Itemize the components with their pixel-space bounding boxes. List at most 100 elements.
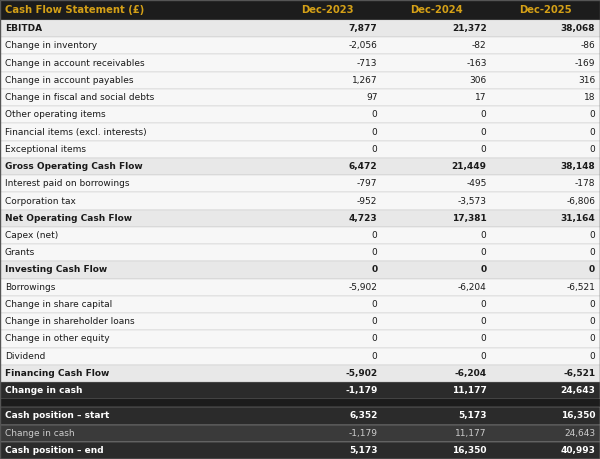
Bar: [0, 72, 600, 89]
Text: 38,068: 38,068: [561, 24, 595, 33]
Bar: [0, 296, 600, 313]
Text: Change in cash: Change in cash: [5, 429, 74, 437]
Bar: [0, 407, 600, 425]
Text: 0: 0: [481, 248, 487, 257]
Text: 0: 0: [371, 317, 377, 326]
Bar: [0, 140, 600, 158]
Text: 0: 0: [371, 300, 377, 309]
Text: Grants: Grants: [5, 248, 35, 257]
Bar: [0, 442, 600, 459]
Text: -1,179: -1,179: [349, 429, 377, 437]
Text: -6,204: -6,204: [458, 283, 487, 292]
Text: Dec-2025: Dec-2025: [520, 5, 572, 15]
Text: 0: 0: [589, 110, 595, 119]
Bar: [0, 0, 600, 20]
Text: 24,643: 24,643: [564, 429, 595, 437]
Text: 5,173: 5,173: [458, 411, 487, 420]
Text: 0: 0: [589, 352, 595, 361]
Text: 0: 0: [371, 128, 377, 137]
Text: Financial items (excl. interests): Financial items (excl. interests): [5, 128, 146, 137]
Text: -6,521: -6,521: [566, 283, 595, 292]
Text: 0: 0: [481, 110, 487, 119]
Text: -6,521: -6,521: [563, 369, 595, 378]
Text: 0: 0: [371, 145, 377, 154]
Text: 4,723: 4,723: [349, 214, 377, 223]
Bar: [0, 158, 600, 175]
Text: 0: 0: [589, 248, 595, 257]
Bar: [0, 106, 600, 123]
Bar: [0, 123, 600, 140]
Text: 31,164: 31,164: [560, 214, 595, 223]
Text: Corporation tax: Corporation tax: [5, 196, 76, 206]
Text: 1,267: 1,267: [352, 76, 377, 85]
Text: Cash position – end: Cash position – end: [5, 446, 103, 455]
Text: 16,350: 16,350: [452, 446, 487, 455]
Text: -169: -169: [575, 59, 595, 67]
Text: 0: 0: [481, 352, 487, 361]
Text: -2,056: -2,056: [349, 41, 377, 50]
Bar: [0, 55, 600, 72]
Text: 0: 0: [371, 248, 377, 257]
Text: Financing Cash Flow: Financing Cash Flow: [5, 369, 109, 378]
Text: Change in cash: Change in cash: [5, 386, 82, 395]
Text: Borrowings: Borrowings: [5, 283, 55, 292]
Text: 0: 0: [371, 265, 377, 274]
Text: 11,177: 11,177: [455, 429, 487, 437]
Text: 18: 18: [584, 93, 595, 102]
Text: 24,643: 24,643: [560, 386, 595, 395]
Text: Dec-2024: Dec-2024: [410, 5, 463, 15]
Text: 0: 0: [481, 231, 487, 240]
Text: Interest paid on borrowings: Interest paid on borrowings: [5, 179, 130, 188]
Text: Dividend: Dividend: [5, 352, 45, 361]
Bar: [0, 210, 600, 227]
Bar: [0, 382, 600, 399]
Text: -713: -713: [357, 59, 377, 67]
Text: 316: 316: [578, 76, 595, 85]
Text: Capex (net): Capex (net): [5, 231, 58, 240]
Text: 0: 0: [589, 335, 595, 343]
Text: Exceptional items: Exceptional items: [5, 145, 86, 154]
Bar: [0, 192, 600, 210]
Text: -6,806: -6,806: [566, 196, 595, 206]
Text: 11,177: 11,177: [452, 386, 487, 395]
Text: 0: 0: [481, 300, 487, 309]
Text: 0: 0: [481, 317, 487, 326]
Text: -952: -952: [357, 196, 377, 206]
Text: 38,148: 38,148: [560, 162, 595, 171]
Bar: [0, 20, 600, 37]
Bar: [0, 244, 600, 261]
Bar: [0, 347, 600, 365]
Text: Change in fiscal and social debts: Change in fiscal and social debts: [5, 93, 154, 102]
Bar: [0, 313, 600, 330]
Text: -178: -178: [575, 179, 595, 188]
Text: 0: 0: [589, 300, 595, 309]
Text: 6,352: 6,352: [349, 411, 377, 420]
Text: Change in inventory: Change in inventory: [5, 41, 97, 50]
Text: Change in account receivables: Change in account receivables: [5, 59, 145, 67]
Text: -5,902: -5,902: [349, 283, 377, 292]
Text: 0: 0: [589, 231, 595, 240]
Text: 0: 0: [589, 317, 595, 326]
Text: 0: 0: [589, 265, 595, 274]
Text: 0: 0: [371, 335, 377, 343]
Text: 40,993: 40,993: [560, 446, 595, 455]
Text: 0: 0: [371, 231, 377, 240]
Bar: [0, 227, 600, 244]
Text: Cash Flow Statement (£): Cash Flow Statement (£): [5, 5, 144, 15]
Text: Change in account payables: Change in account payables: [5, 76, 133, 85]
Text: 0: 0: [481, 128, 487, 137]
Text: -6,204: -6,204: [454, 369, 487, 378]
Text: Investing Cash Flow: Investing Cash Flow: [5, 265, 107, 274]
Text: 21,449: 21,449: [452, 162, 487, 171]
Text: EBITDA: EBITDA: [5, 24, 42, 33]
Text: 0: 0: [481, 145, 487, 154]
Text: 97: 97: [366, 93, 377, 102]
Bar: [0, 261, 600, 279]
Bar: [0, 330, 600, 347]
Text: 306: 306: [469, 76, 487, 85]
Text: 0: 0: [481, 265, 487, 274]
Text: 21,372: 21,372: [452, 24, 487, 33]
Text: -3,573: -3,573: [458, 196, 487, 206]
Bar: [0, 89, 600, 106]
Text: Change in shareholder loans: Change in shareholder loans: [5, 317, 134, 326]
